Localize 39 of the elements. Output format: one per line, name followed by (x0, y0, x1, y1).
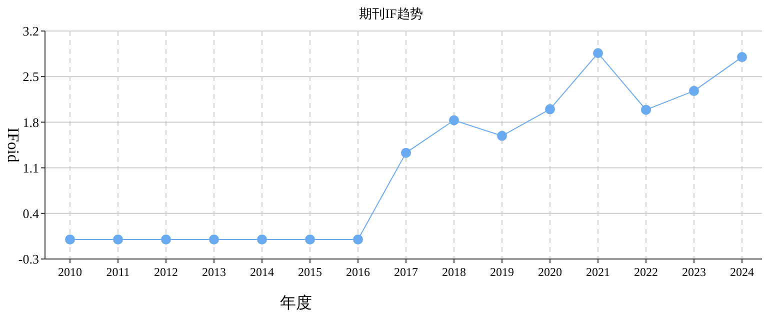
y-tick-label: 1.1 (22, 160, 39, 176)
x-tick-label: 2018 (442, 265, 466, 279)
chart-title: 期刊IF趋势 (359, 6, 423, 21)
point (593, 48, 603, 58)
point (737, 52, 747, 62)
point (65, 234, 75, 244)
x-tick-label: 2023 (682, 265, 706, 279)
y-axis-title: IFoid (4, 128, 21, 162)
point (641, 104, 651, 115)
point (689, 86, 699, 96)
x-tick-label: 2015 (298, 265, 322, 279)
point (545, 104, 555, 114)
x-tick-label: 2019 (490, 265, 514, 279)
x-tick-label: 2024 (730, 265, 754, 279)
x-tick-label: 2012 (154, 265, 178, 279)
point (257, 234, 267, 244)
point (305, 234, 315, 244)
y-tick-label: -0.3 (18, 252, 39, 267)
point (401, 148, 411, 158)
point (161, 234, 171, 244)
x-tick-label: 2010 (58, 265, 82, 279)
x-tick-label: 2017 (394, 265, 418, 279)
point (353, 234, 363, 244)
point (497, 130, 507, 141)
y-tick-label: 0.4 (22, 206, 40, 221)
x-tick-label: 2013 (202, 265, 226, 279)
point (209, 234, 219, 244)
x-tick-label: 2014 (250, 265, 274, 279)
x-tick-label: 2016 (346, 265, 370, 279)
x-tick-label: 2022 (634, 265, 658, 279)
point (113, 234, 123, 244)
y-tick-label: 1.8 (22, 114, 39, 130)
x-tick-label: 2020 (538, 265, 562, 279)
y-tick-label: 3.2 (22, 24, 39, 39)
y-tick-label: 2.5 (22, 69, 39, 84)
point (449, 115, 459, 126)
x-tick-label: 2021 (586, 265, 610, 279)
x-axis-title: 年度 (280, 294, 312, 312)
x-tick-label: 2011 (106, 265, 130, 279)
